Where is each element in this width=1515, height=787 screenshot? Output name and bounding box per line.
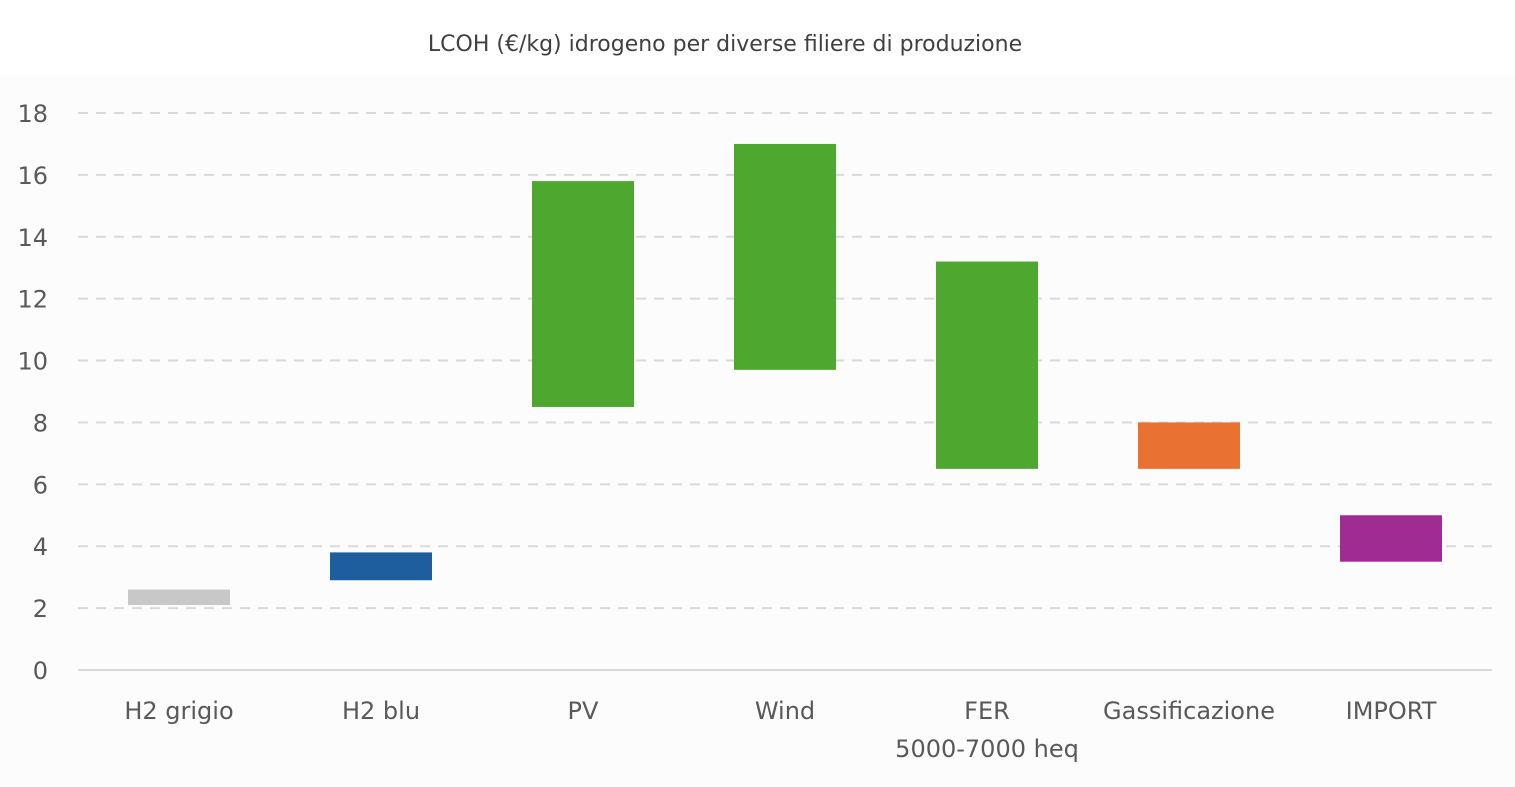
range-bar — [1339, 515, 1443, 562]
chart-title: LCOH (€/kg) idrogeno per diverse filiere… — [427, 32, 1023, 57]
range-bar — [1137, 422, 1241, 469]
y-axis-ticks: 0 2 4 6 8 10 12 14 16 18 — [17, 100, 48, 685]
range-bar — [329, 552, 433, 581]
y-tick-label: 6 — [33, 471, 48, 499]
category-label-line: H2 grigio — [124, 697, 233, 725]
y-tick-label: 14 — [17, 224, 48, 252]
category-label: Gassificazione — [1103, 697, 1275, 725]
y-tick-label: 8 — [33, 409, 48, 437]
category-label: Wind — [755, 697, 815, 725]
category-label: FER 5000-7000 heq — [895, 697, 1079, 763]
range-bars — [127, 143, 1443, 606]
range-bar — [127, 589, 231, 606]
y-tick-label: 18 — [17, 100, 48, 128]
y-tick-label: 4 — [33, 533, 48, 561]
category-label: IMPORT — [1346, 697, 1437, 725]
y-tick-label: 10 — [17, 348, 48, 376]
category-label-line: IMPORT — [1346, 697, 1437, 725]
category-label: PV — [568, 697, 599, 725]
category-label-line: Gassificazione — [1103, 697, 1275, 725]
y-tick-label: 2 — [33, 595, 48, 623]
category-label: H2 grigio — [124, 697, 233, 725]
y-tick-label: 0 — [33, 657, 48, 685]
category-label-line: FER — [964, 697, 1010, 725]
x-axis-labels: H2 grigio H2 blu PV Wind FER 5000-7000 heq Gas… — [124, 697, 1436, 763]
y-tick-label: 12 — [17, 286, 48, 314]
y-tick-label: 16 — [17, 162, 48, 190]
plot-area: 0 2 4 6 8 10 12 14 16 18 H2 grigio H2 blu PV Wind FER… — [0, 75, 1515, 787]
category-label: H2 blu — [342, 697, 420, 725]
range-bar — [733, 143, 837, 370]
category-label-line: 5000-7000 heq — [895, 735, 1079, 763]
category-label-line: PV — [568, 697, 599, 725]
lcoh-range-chart: 0 2 4 6 8 10 12 14 16 18 H2 grigio H2 blu PV Wind FER… — [17, 100, 1492, 763]
range-bar — [935, 261, 1039, 469]
category-label-line: Wind — [755, 697, 815, 725]
category-label-line: H2 blu — [342, 697, 420, 725]
range-bar — [531, 181, 635, 407]
